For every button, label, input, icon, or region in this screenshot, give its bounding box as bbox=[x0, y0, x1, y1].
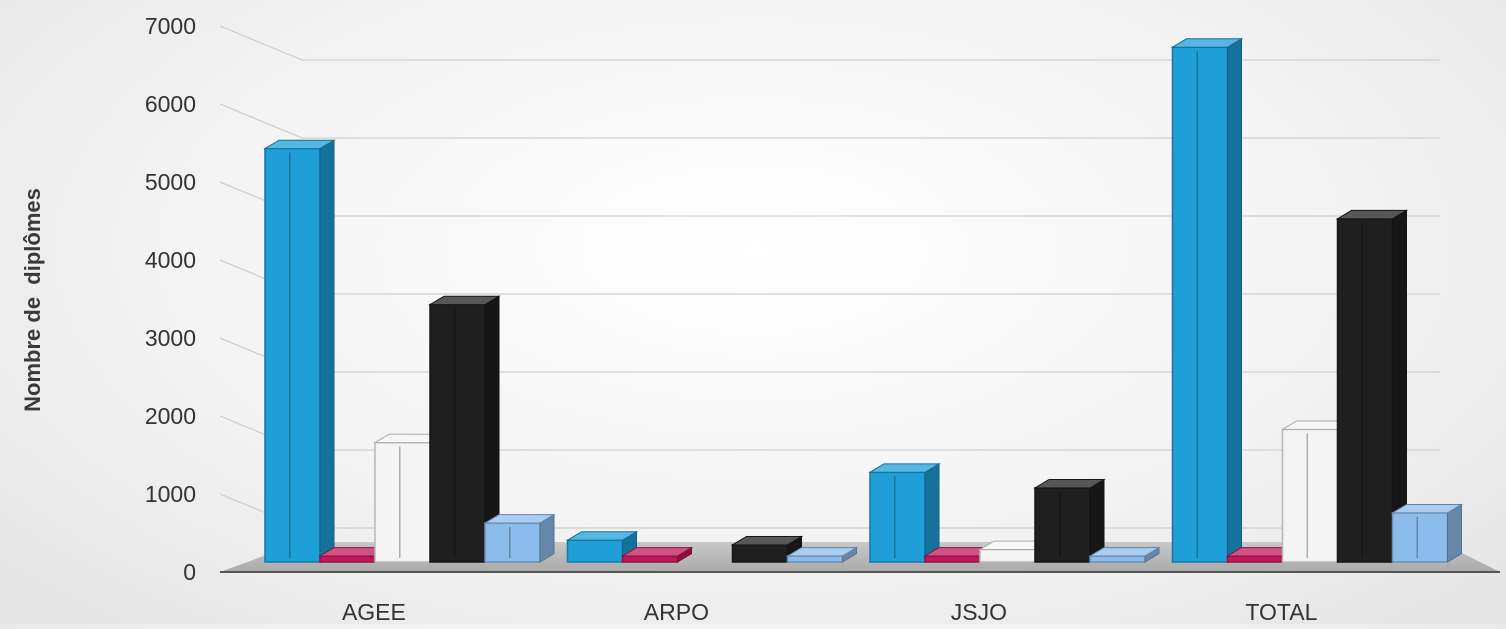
bar-top-face bbox=[428, 295, 501, 306]
bar-front-face bbox=[1336, 218, 1394, 563]
bar-top-face bbox=[730, 535, 804, 546]
bar bbox=[1170, 37, 1244, 563]
y-tick-label: 6000 bbox=[145, 91, 196, 117]
x-tick-label: JSJO bbox=[951, 599, 1007, 624]
y-tick-label: 4000 bbox=[145, 247, 196, 273]
gridline bbox=[219, 259, 1440, 295]
bar bbox=[1335, 209, 1409, 563]
bar-front-face bbox=[869, 471, 926, 563]
bar-top-face bbox=[620, 547, 694, 557]
bar-front-face bbox=[731, 544, 789, 563]
x-axis-categories: AGEE ARPO JSJO TOTAL bbox=[342, 599, 1318, 625]
x-tick-label: AGEE bbox=[342, 599, 406, 624]
bar-top-face bbox=[1335, 209, 1409, 220]
bar bbox=[263, 139, 336, 563]
bar-front-face bbox=[1281, 428, 1339, 563]
bar bbox=[483, 513, 556, 563]
gridline bbox=[219, 181, 1440, 217]
bar-side-face bbox=[1227, 37, 1242, 563]
bar-side-face bbox=[1447, 503, 1462, 563]
bar bbox=[1390, 503, 1464, 563]
gridline bbox=[219, 25, 1440, 61]
bars bbox=[263, 37, 1464, 563]
bar-top-face bbox=[263, 139, 336, 150]
bar bbox=[1088, 546, 1161, 563]
y-tick-label: 2000 bbox=[145, 403, 196, 429]
x-tick-label: TOTAL bbox=[1245, 599, 1317, 624]
bar-front-face bbox=[264, 147, 321, 563]
gridline bbox=[219, 337, 1440, 373]
bar-top-face bbox=[565, 531, 639, 541]
bar-top-face bbox=[1170, 38, 1244, 48]
bar-front-face bbox=[924, 555, 981, 563]
bar-top-face bbox=[1033, 479, 1106, 489]
x-tick-label: ARPO bbox=[644, 599, 709, 624]
gridline bbox=[219, 103, 1440, 139]
y-tick-label: 3000 bbox=[145, 325, 196, 351]
bar-front-face bbox=[786, 555, 844, 563]
y-tick-label: 7000 bbox=[145, 13, 196, 39]
bar bbox=[868, 463, 941, 563]
bar bbox=[565, 530, 639, 563]
y-tick-label: 0 bbox=[183, 559, 196, 585]
y-axis-ticks: 0 1000 2000 3000 4000 5000 6000 7000 bbox=[145, 13, 196, 585]
bar bbox=[1033, 478, 1106, 563]
bar bbox=[428, 295, 501, 563]
bar-front-face bbox=[566, 539, 624, 563]
bar-top-face bbox=[1088, 547, 1161, 557]
bar-front-face bbox=[1171, 46, 1229, 563]
y-axis-title: Nombre de diplômes bbox=[20, 188, 45, 412]
y-tick-label: 1000 bbox=[145, 481, 196, 507]
bar-side-face bbox=[924, 463, 940, 563]
bar-top-face bbox=[868, 463, 941, 473]
bar-front-face bbox=[484, 522, 541, 563]
bar-front-face bbox=[1034, 487, 1091, 563]
bar-front-face bbox=[621, 555, 679, 563]
bar-side-face bbox=[319, 139, 335, 563]
y-tick-label: 5000 bbox=[145, 169, 196, 195]
bar bbox=[620, 546, 694, 563]
bar-front-face bbox=[319, 555, 376, 563]
bar-front-face bbox=[979, 548, 1036, 563]
bar-front-face bbox=[429, 303, 486, 563]
bar-front-face bbox=[1226, 555, 1284, 563]
bar-front-face bbox=[1391, 512, 1449, 563]
bar-top-face bbox=[785, 547, 859, 557]
bar bbox=[785, 546, 859, 563]
bar-front-face bbox=[1089, 555, 1146, 563]
bar-top-face bbox=[483, 514, 556, 524]
bar-front-face bbox=[374, 441, 431, 563]
bar-top-face bbox=[1390, 503, 1464, 514]
